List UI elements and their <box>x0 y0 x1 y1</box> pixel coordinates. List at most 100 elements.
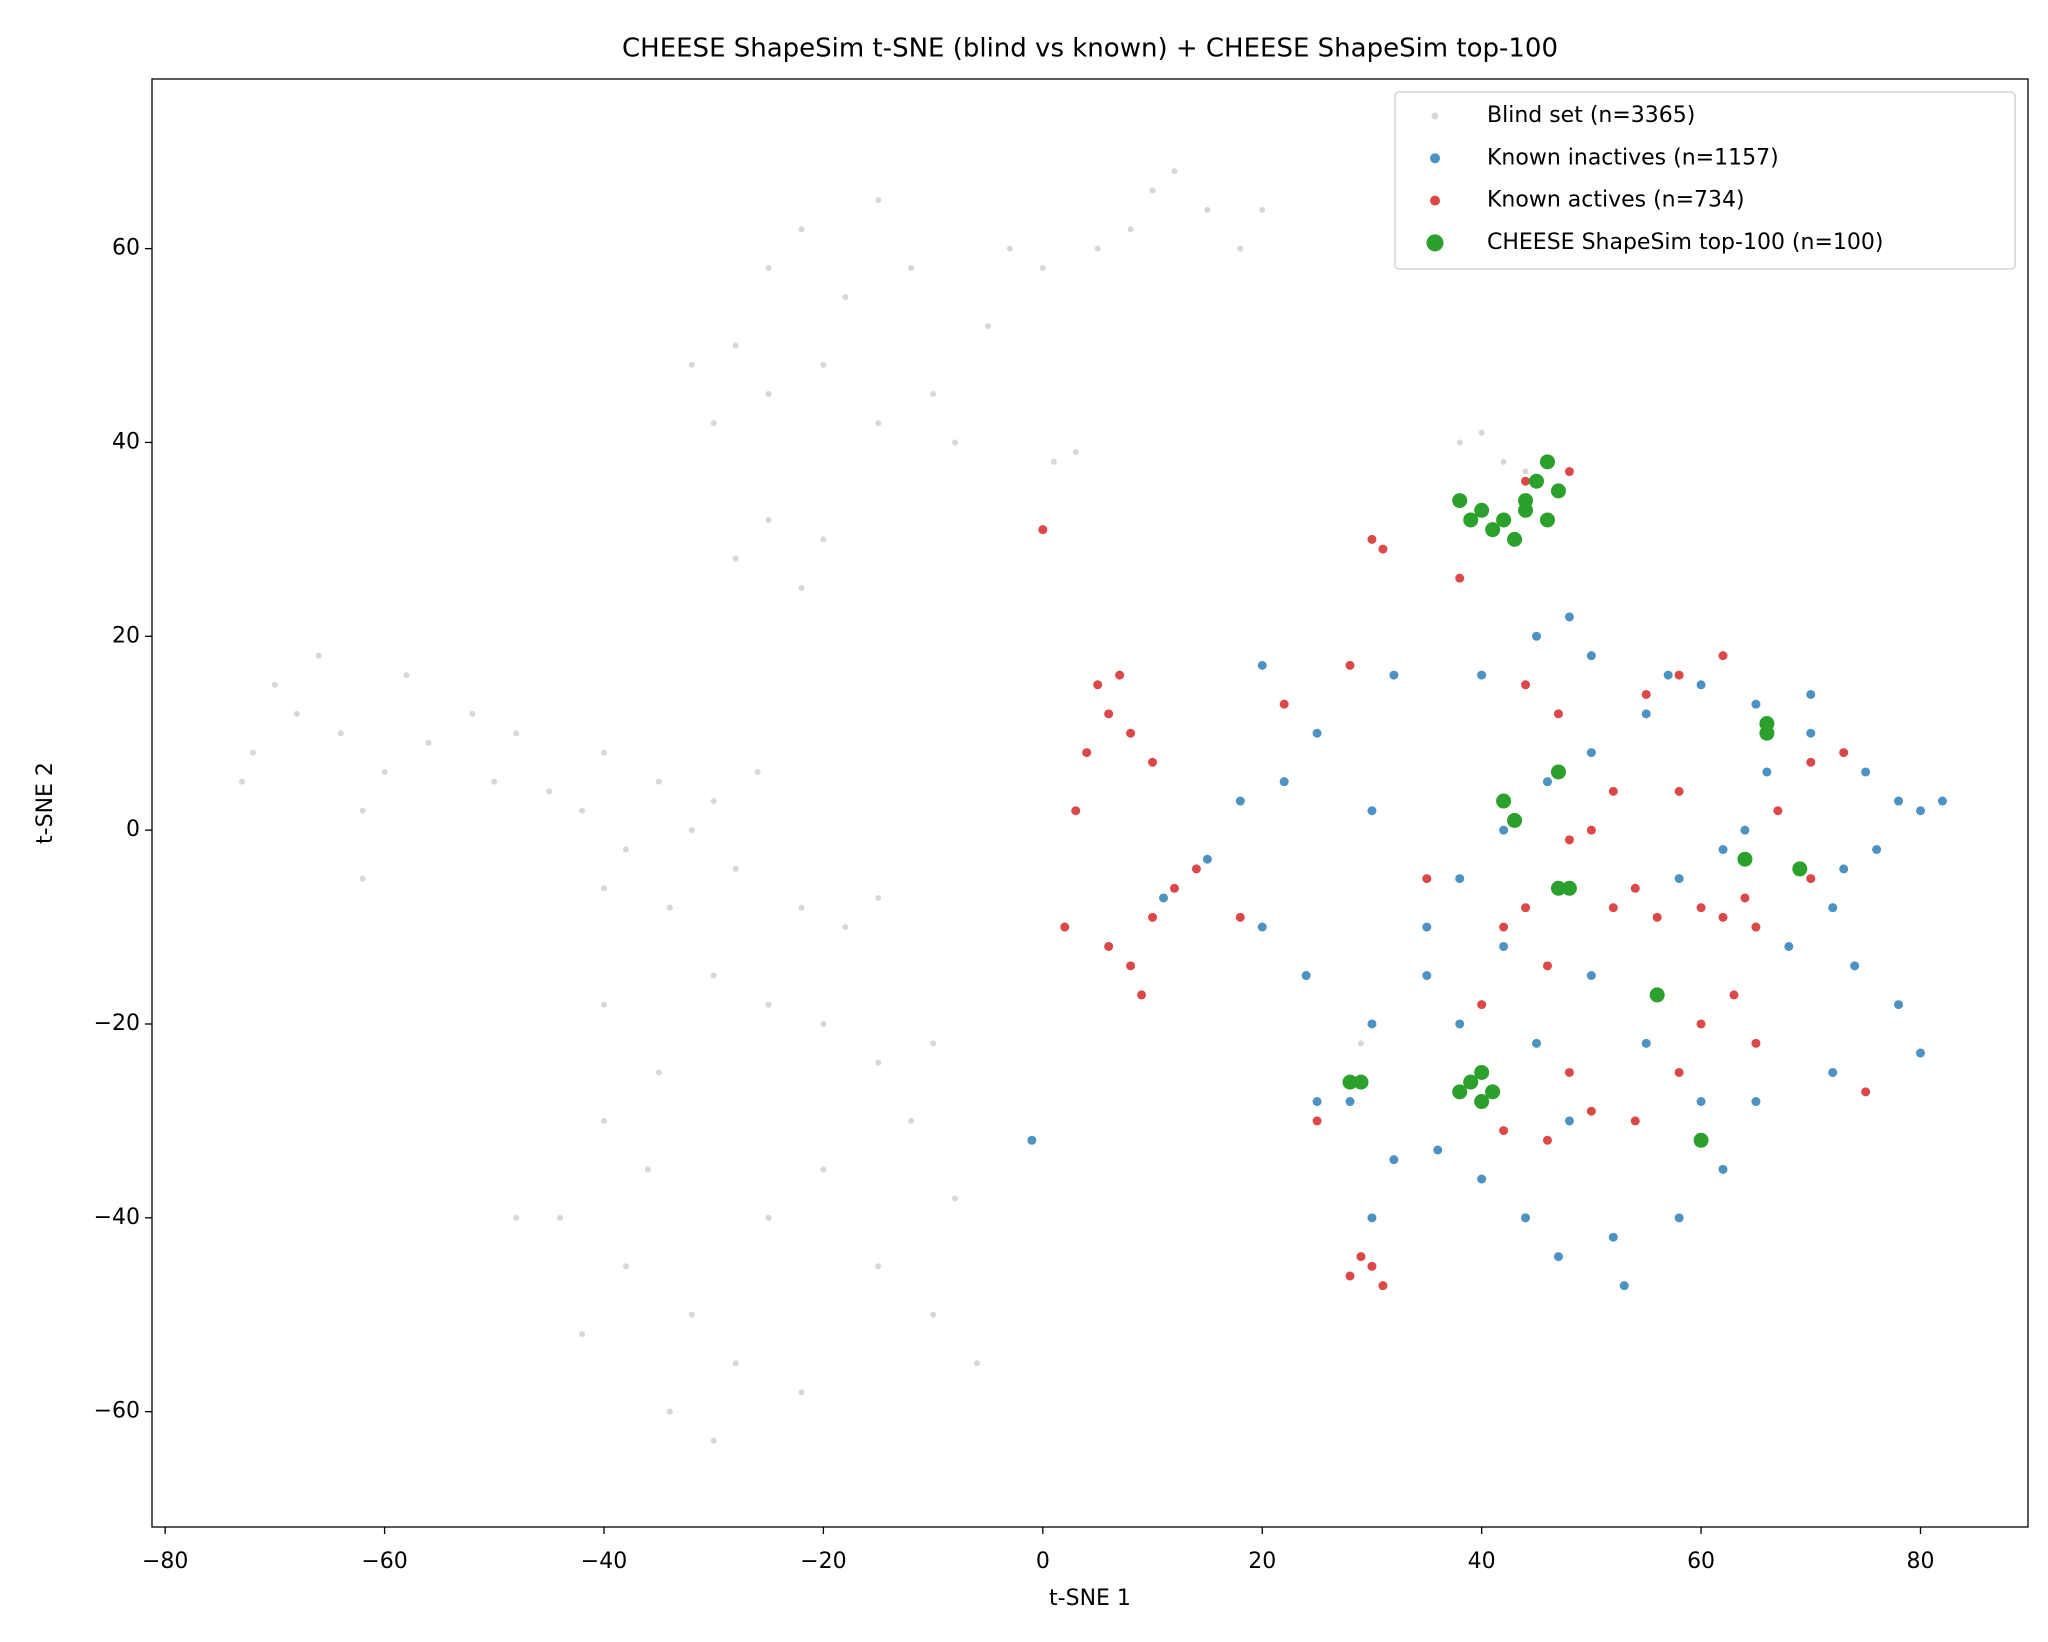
point <box>1532 1038 1542 1048</box>
point <box>1740 825 1750 835</box>
point <box>1539 512 1555 528</box>
x-tick-label: 0 <box>1036 1549 1050 1574</box>
point <box>974 1360 981 1367</box>
point <box>1104 709 1114 719</box>
point <box>1696 903 1706 913</box>
point <box>1452 1084 1468 1100</box>
point <box>875 197 882 204</box>
y-tick-label: −20 <box>94 1011 140 1036</box>
point <box>1071 806 1081 816</box>
point <box>1477 670 1487 680</box>
point <box>1477 1000 1487 1010</box>
point <box>293 710 300 717</box>
point <box>1422 971 1432 981</box>
plot-frame <box>151 78 2029 1528</box>
point <box>798 1389 805 1396</box>
point <box>1806 728 1816 738</box>
point <box>1422 922 1432 932</box>
point <box>798 226 805 233</box>
point <box>1751 1097 1761 1107</box>
point <box>1751 1038 1761 1048</box>
legend-label: Blind set (n=3365) <box>1487 103 1695 128</box>
y-tick-label: 60 <box>112 236 140 261</box>
point <box>1477 1174 1487 1184</box>
point <box>842 924 849 931</box>
point <box>765 1214 772 1221</box>
point <box>425 739 432 746</box>
point <box>732 342 739 349</box>
point <box>1649 987 1665 1003</box>
point <box>1422 874 1432 884</box>
point <box>1564 612 1574 622</box>
point <box>765 516 772 523</box>
point <box>1718 912 1728 922</box>
point <box>984 323 991 330</box>
point <box>1149 187 1156 194</box>
point <box>1169 883 1179 893</box>
point <box>1094 245 1101 252</box>
point <box>1115 670 1125 680</box>
point <box>1496 793 1512 809</box>
point <box>557 1214 564 1221</box>
point <box>1312 1097 1322 1107</box>
point <box>875 894 882 901</box>
point <box>1235 912 1245 922</box>
point <box>1553 1252 1563 1262</box>
point <box>644 1166 651 1173</box>
point <box>1378 544 1388 554</box>
point <box>820 1166 827 1173</box>
point <box>1518 502 1534 518</box>
point <box>710 420 717 427</box>
point <box>1532 631 1542 641</box>
point <box>491 778 498 785</box>
legend-box <box>1394 91 2016 270</box>
point <box>1937 796 1947 806</box>
point <box>1452 493 1468 509</box>
point <box>1850 961 1860 971</box>
point <box>1696 1019 1706 1029</box>
legend-marker <box>1426 234 1444 252</box>
point <box>1915 806 1925 816</box>
point <box>579 1331 586 1338</box>
point <box>1564 1116 1574 1126</box>
point <box>820 361 827 368</box>
point <box>600 749 607 756</box>
point <box>1148 912 1158 922</box>
point <box>688 361 695 368</box>
point <box>1257 922 1267 932</box>
point <box>1507 812 1523 828</box>
point <box>1630 883 1640 893</box>
point <box>1608 786 1618 796</box>
point <box>1499 1126 1509 1136</box>
point <box>1872 845 1882 855</box>
point <box>655 1069 662 1076</box>
point <box>600 1001 607 1008</box>
point <box>1751 699 1761 709</box>
point <box>1674 786 1684 796</box>
point <box>359 807 366 814</box>
point <box>1367 1213 1377 1223</box>
point <box>359 875 366 882</box>
point <box>381 768 388 775</box>
point <box>1463 1074 1479 1090</box>
x-tick-label: −60 <box>361 1549 407 1574</box>
point <box>732 555 739 562</box>
point <box>1455 874 1465 884</box>
point <box>1737 851 1753 867</box>
point <box>1050 458 1057 465</box>
point <box>1367 1019 1377 1029</box>
point <box>1696 1097 1706 1107</box>
x-tick-label: 60 <box>1687 1549 1715 1574</box>
point <box>1806 689 1816 699</box>
point <box>1507 531 1523 547</box>
point <box>1529 473 1545 489</box>
x-tick-label: −40 <box>581 1549 627 1574</box>
point <box>622 1263 629 1270</box>
point <box>1353 1074 1369 1090</box>
point <box>1759 716 1775 732</box>
legend-label: Known actives (n=734) <box>1487 188 1745 213</box>
point <box>1663 670 1673 680</box>
x-tick-label: −20 <box>800 1549 846 1574</box>
point <box>732 865 739 872</box>
point <box>1345 660 1355 670</box>
